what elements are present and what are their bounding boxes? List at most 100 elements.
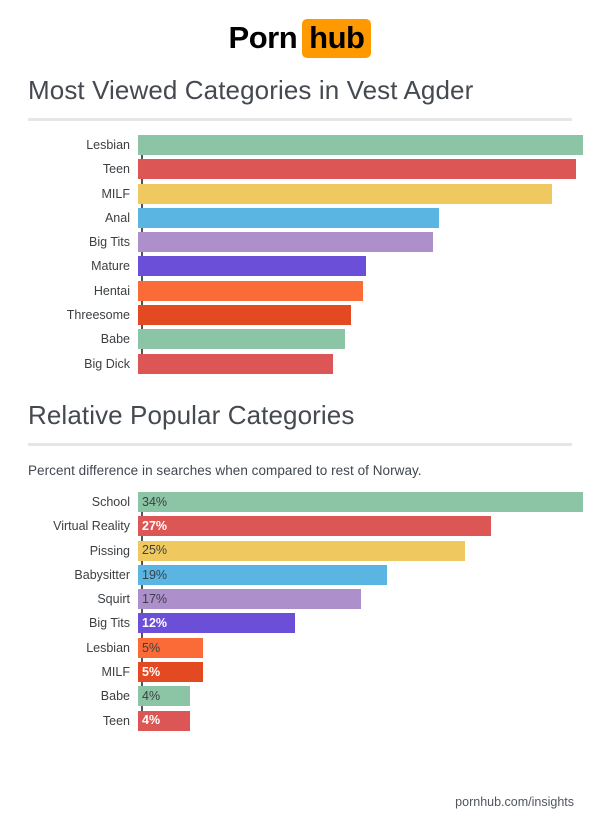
- chart-row: Hentai: [28, 280, 572, 301]
- chart-most-viewed: Lesbian Teen MILF Anal Big Tits Mature Hentai T…: [28, 135, 583, 374]
- chart-bar-value: 17%: [142, 591, 168, 606]
- logo-text-porn: Porn: [228, 20, 298, 55]
- chart-row-label: Squirt: [97, 592, 130, 607]
- section-subtitle-relative-popular: Percent difference in searches when comp…: [28, 462, 422, 478]
- chart-bar[interactable]: 17%: [138, 589, 361, 610]
- section-divider: [28, 118, 572, 121]
- chart-row: School 34%: [28, 491, 583, 512]
- chart-row: Teen 4%: [28, 710, 572, 731]
- chart-bar[interactable]: [138, 232, 433, 253]
- chart-bar-value: 25%: [142, 543, 168, 558]
- chart-bar-track: [138, 280, 572, 301]
- chart-bar-track: 17%: [138, 589, 572, 610]
- chart-row: Mature: [28, 256, 572, 277]
- logo-text-hub: hub: [302, 19, 372, 58]
- section-divider-2: [28, 442, 572, 446]
- chart-row: Babe: [28, 329, 572, 350]
- chart-row-label: Anal: [104, 210, 130, 225]
- chart-bar-value: 19%: [142, 567, 168, 582]
- chart-bar-track: 19%: [138, 564, 572, 585]
- section-relative-popular: Relative Popular Categories Percent diff…: [0, 378, 600, 731]
- chart-row: Big Dick: [28, 353, 572, 374]
- chart-bar-track: [138, 256, 572, 277]
- chart-bar-value: 4%: [142, 713, 161, 728]
- chart-row-label: Hentai: [93, 283, 130, 298]
- chart-row-label: Virtual Reality: [53, 519, 130, 534]
- chart-row-label: MILF: [101, 186, 130, 201]
- chart-row-label: MILF: [101, 665, 130, 680]
- chart-row-label: Big Tits: [89, 616, 130, 631]
- chart-bar-track: [138, 183, 572, 204]
- chart-bar[interactable]: [138, 305, 352, 326]
- chart-bar-track: 27%: [138, 516, 572, 537]
- chart-bar-track: [138, 135, 583, 155]
- chart-bar[interactable]: 5%: [138, 637, 204, 658]
- chart-bar-track: [138, 329, 572, 350]
- chart-bar-track: 25%: [138, 540, 572, 561]
- chart-row-label: Babe: [100, 332, 130, 347]
- chart-bar[interactable]: 4%: [138, 710, 191, 731]
- chart-row: Anal: [28, 207, 572, 228]
- chart-row-label: Lesbian: [86, 138, 130, 152]
- chart-bar[interactable]: [138, 280, 364, 301]
- chart-row: Big Tits: [28, 232, 572, 253]
- chart-bar[interactable]: 4%: [138, 686, 191, 707]
- chart-bar-track: 34%: [138, 491, 583, 512]
- chart-row: Lesbian: [28, 135, 583, 155]
- chart-bar[interactable]: [138, 159, 576, 180]
- chart-bar[interactable]: 27%: [138, 516, 492, 537]
- section-title-most-viewed: Most Viewed Categories in Vest Agder: [28, 75, 474, 105]
- chart-row: Teen: [28, 159, 576, 180]
- brand-logo: Porn hub: [0, 0, 600, 58]
- chart-relative-popular: School 34% Virtual Reality 27% Pissing 25% Bab…: [28, 491, 583, 731]
- chart-row: Babe 4%: [28, 686, 572, 707]
- chart-row: Lesbian 5%: [28, 637, 572, 658]
- pornhub-wordmark: Porn hub: [228, 19, 372, 58]
- chart-row-label: Babysitter: [74, 567, 130, 582]
- chart-most-viewed-plot: Lesbian Teen MILF Anal Big Tits Mature Hentai T…: [28, 135, 583, 374]
- chart-bar-value: 34%: [142, 494, 168, 509]
- chart-bar-value: 4%: [142, 689, 161, 704]
- chart-bar[interactable]: [138, 256, 366, 277]
- chart-bar[interactable]: [138, 183, 552, 204]
- chart-row-label: Big Tits: [89, 235, 130, 250]
- chart-bar-track: 4%: [138, 710, 572, 731]
- chart-bar[interactable]: [138, 329, 345, 350]
- chart-row: Squirt 17%: [28, 589, 572, 610]
- chart-bar-value: 5%: [142, 664, 161, 679]
- chart-bar-track: 5%: [138, 637, 572, 658]
- chart-bar[interactable]: [138, 135, 583, 155]
- chart-bar-track: [138, 232, 572, 253]
- chart-bar-value: 5%: [142, 640, 161, 655]
- chart-bar[interactable]: [138, 207, 439, 228]
- chart-row-label: School: [91, 494, 130, 509]
- chart-row-label: Threesome: [66, 308, 130, 323]
- section-most-viewed: Most Viewed Categories in Vest Agder Les…: [0, 53, 600, 374]
- chart-row: MILF: [28, 183, 572, 204]
- chart-row: Big Tits 12%: [28, 613, 572, 634]
- chart-bar-value: 12%: [142, 616, 168, 631]
- chart-bar-track: [138, 159, 576, 180]
- section-title-relative-popular: Relative Popular Categories: [28, 399, 355, 430]
- chart-row-label: Teen: [102, 162, 130, 177]
- chart-bar-track: 12%: [138, 613, 572, 634]
- chart-row-label: Teen: [102, 713, 130, 728]
- chart-bar-track: [138, 207, 572, 228]
- chart-axis-line: [141, 135, 143, 374]
- chart-bar[interactable]: 19%: [138, 564, 387, 585]
- chart-bar-track: [138, 353, 572, 374]
- chart-bar[interactable]: 12%: [138, 613, 296, 634]
- chart-bar-value: 27%: [142, 519, 168, 534]
- chart-row: Babysitter 19%: [28, 564, 572, 585]
- chart-relative-popular-plot: School 34% Virtual Reality 27% Pissing 25% Bab…: [28, 491, 583, 731]
- chart-row-label: Mature: [91, 259, 130, 274]
- chart-bar[interactable]: 25%: [138, 540, 466, 561]
- chart-bar[interactable]: 5%: [138, 662, 204, 683]
- chart-row-label: Big Dick: [84, 356, 130, 371]
- chart-row-label: Pissing: [89, 543, 130, 558]
- chart-bar[interactable]: [138, 353, 334, 374]
- chart-row: Virtual Reality 27%: [28, 516, 572, 537]
- footer-url: pornhub.com/insights: [455, 795, 574, 809]
- chart-bar[interactable]: 34%: [138, 491, 583, 512]
- chart-row: Threesome: [28, 305, 572, 326]
